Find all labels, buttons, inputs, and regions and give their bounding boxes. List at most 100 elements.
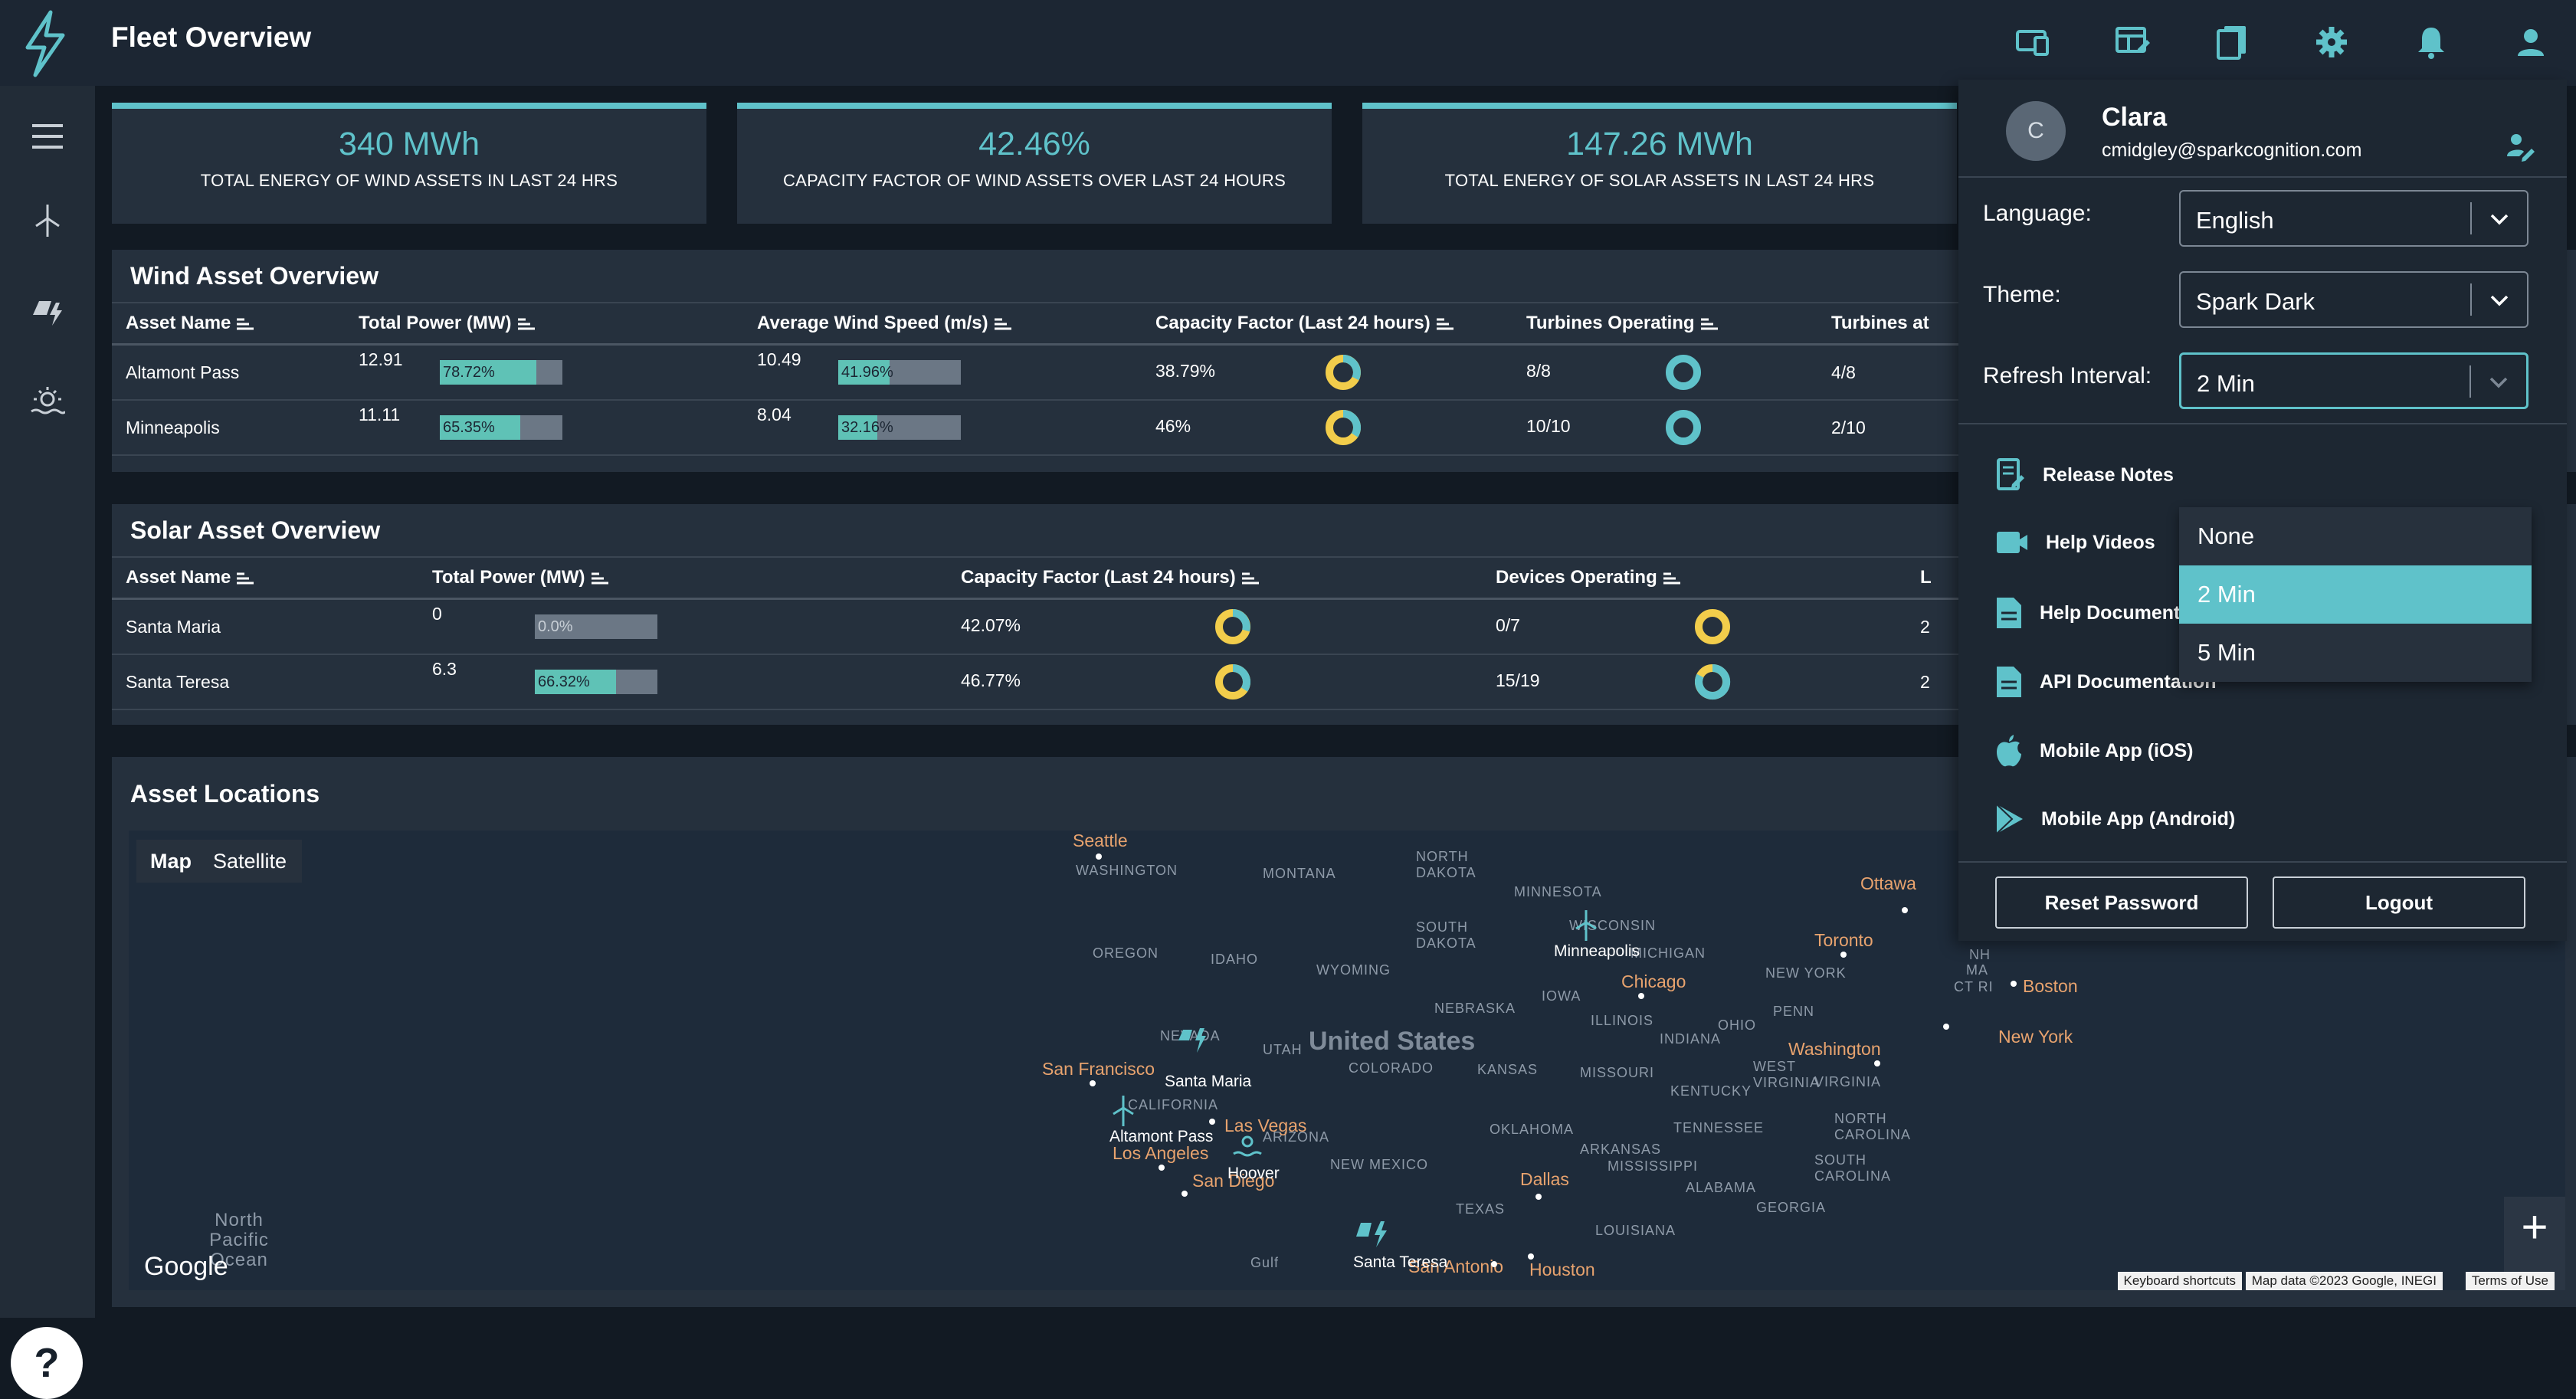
region-label: MISSOURI: [1580, 1065, 1655, 1080]
column-header[interactable]: Devices Operating: [1482, 556, 1906, 600]
asset-label[interactable]: Altamont Pass: [1109, 1128, 1214, 1145]
wind-turbine-icon[interactable]: [25, 198, 70, 244]
solar-bolt-icon[interactable]: [25, 287, 70, 333]
sort-icon[interactable]: [591, 572, 610, 585]
help-button[interactable]: ?: [11, 1327, 83, 1399]
bell-icon[interactable]: [2409, 20, 2453, 64]
terms-of-use-link[interactable]: Terms of Use: [2465, 1272, 2555, 1290]
column-header[interactable]: Total Power (MW): [345, 302, 743, 346]
asset-label[interactable]: Hoover: [1227, 1165, 1280, 1182]
region-label: SOUTH DAKOTA: [1416, 919, 1476, 951]
column-header[interactable]: Total Power (MW): [418, 556, 947, 600]
wind-turbine-marker-icon[interactable]: [1111, 1096, 1136, 1126]
asset-name[interactable]: Santa Teresa: [112, 654, 418, 710]
app-logo-icon[interactable]: [20, 9, 70, 78]
region-label: CALIFORNIA: [1128, 1097, 1219, 1112]
language-select[interactable]: English: [2179, 190, 2528, 247]
solar-section-title: Solar Asset Overview: [130, 516, 381, 544]
city-label[interactable]: San Antonio: [1408, 1256, 1504, 1276]
table-row[interactable]: Santa Maria 0 0.0% 42.07% 0/7 2: [112, 598, 1958, 655]
gear-icon[interactable]: [2309, 20, 2354, 64]
option-5-min[interactable]: 5 Min: [2197, 639, 2256, 666]
region-label: Gulf: [1250, 1255, 1280, 1270]
release-notes-icon: [1997, 458, 2024, 490]
city-label[interactable]: Dallas: [1520, 1169, 1569, 1189]
wind-turbine-marker-icon[interactable]: [1574, 910, 1598, 941]
city-dot: [1090, 1080, 1096, 1086]
help-videos-link[interactable]: Help Videos: [1995, 527, 2155, 558]
asset-label[interactable]: Santa Teresa: [1353, 1253, 1448, 1271]
edit-profile-icon[interactable]: [2506, 132, 2536, 162]
logout-button[interactable]: Logout: [2273, 876, 2525, 929]
column-header[interactable]: Asset Name: [112, 302, 345, 346]
kpi-value: 340 MWh: [338, 126, 480, 162]
asset-name[interactable]: Minneapolis: [112, 400, 345, 456]
option-none[interactable]: None: [2197, 523, 2255, 549]
city-label[interactable]: Toronto: [1814, 930, 1873, 950]
sort-icon[interactable]: [237, 317, 255, 331]
mobile-app-android-link[interactable]: Mobile App (Android): [1995, 803, 2235, 835]
region-label: IDAHO: [1211, 952, 1259, 967]
sort-icon[interactable]: [1700, 317, 1719, 331]
city-label[interactable]: Washington: [1788, 1039, 1881, 1059]
city-label[interactable]: San Francisco: [1042, 1059, 1155, 1079]
region-label: NEBRASKA: [1434, 1001, 1516, 1016]
column-header[interactable]: Average Wind Speed (m/s): [743, 302, 1142, 346]
wind-section-title: Wind Asset Overview: [130, 262, 379, 290]
release-notes-link[interactable]: Release Notes: [1995, 458, 2174, 492]
mobile-app-ios-link[interactable]: Mobile App (iOS): [1995, 734, 2193, 768]
hydro-marker-icon[interactable]: [1232, 1132, 1263, 1160]
city-label[interactable]: Ottawa: [1860, 873, 1916, 893]
asset-name[interactable]: Altamont Pass: [112, 344, 345, 401]
devices-icon[interactable]: [2011, 20, 2055, 64]
asset-name[interactable]: Santa Maria: [112, 598, 418, 655]
user-icon[interactable]: [2509, 20, 2553, 64]
zoom-in-button[interactable]: +: [2504, 1197, 2565, 1256]
sun-water-icon[interactable]: [25, 378, 70, 424]
column-header[interactable]: L: [1906, 556, 1958, 600]
theme-select[interactable]: Spark Dark: [2179, 271, 2528, 328]
sort-icon[interactable]: [1436, 317, 1455, 331]
table-row[interactable]: Santa Teresa 6.3 66.32% 46.77% 15/19 2: [112, 654, 1958, 710]
asset-map[interactable]: Map Satellite United States WASHINGTON M…: [129, 831, 2565, 1290]
column-header[interactable]: Turbines at: [1817, 302, 1958, 346]
sort-icon[interactable]: [994, 317, 1013, 331]
city-label[interactable]: Boston: [2023, 976, 2078, 996]
solar-marker-icon[interactable]: [1355, 1217, 1390, 1249]
city-label[interactable]: San Diego: [1192, 1171, 1275, 1191]
city-label[interactable]: Las Vegas: [1224, 1116, 1307, 1135]
region-label: NORTH DAKOTA: [1416, 849, 1476, 880]
refresh-interval-select[interactable]: 2 Min: [2179, 352, 2528, 409]
keyboard-shortcuts-link[interactable]: Keyboard shortcuts: [2117, 1272, 2242, 1290]
table-row[interactable]: Altamont Pass 12.91 78.72% 10.49 41.96% 38…: [112, 344, 1958, 401]
option-2-min[interactable]: 2 Min: [2179, 565, 2532, 624]
asset-label[interactable]: Santa Maria: [1165, 1073, 1252, 1090]
sort-icon[interactable]: [1241, 572, 1260, 585]
column-header[interactable]: Capacity Factor (Last 24 hours): [1142, 302, 1512, 346]
city-label[interactable]: Los Angeles: [1113, 1143, 1209, 1163]
city-dot: [1209, 1119, 1215, 1125]
city-label[interactable]: Chicago: [1621, 971, 1686, 991]
asset-label[interactable]: Minneapolis: [1554, 942, 1640, 960]
documents-icon[interactable]: [2210, 20, 2254, 64]
city-label[interactable]: New York: [1998, 1027, 2073, 1047]
satellite-view-button[interactable]: Satellite: [213, 849, 287, 873]
column-header[interactable]: Turbines Operating: [1512, 302, 1817, 346]
column-header[interactable]: Capacity Factor (Last 24 hours): [947, 556, 1482, 600]
menu-icon[interactable]: [25, 113, 70, 159]
map-view-button[interactable]: Map: [150, 849, 192, 873]
table-row[interactable]: Minneapolis 11.11 65.35% 8.04 32.16% 46% 1…: [112, 400, 1958, 456]
capacity-factor-cell: 46%: [1142, 400, 1512, 456]
sort-icon[interactable]: [1663, 572, 1682, 585]
dashboard-edit-icon[interactable]: [2110, 20, 2155, 64]
power-bar: 78.72%: [440, 360, 562, 385]
solar-marker-icon[interactable]: [1177, 1024, 1209, 1054]
column-header[interactable]: Asset Name: [112, 556, 418, 600]
sort-icon[interactable]: [237, 572, 255, 585]
sort-icon[interactable]: [517, 317, 536, 331]
region-label: GEORGIA: [1756, 1200, 1827, 1215]
city-label[interactable]: Seattle: [1073, 831, 1128, 850]
map-section-title: Asset Locations: [130, 780, 320, 808]
city-label[interactable]: Houston: [1529, 1260, 1595, 1279]
reset-password-button[interactable]: Reset Password: [1995, 876, 2248, 929]
